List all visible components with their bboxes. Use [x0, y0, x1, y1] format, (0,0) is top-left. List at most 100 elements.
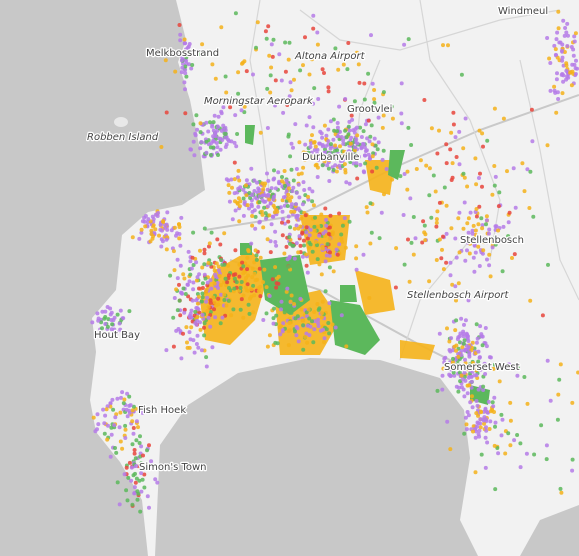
- dot: [376, 140, 381, 145]
- dot: [330, 232, 335, 237]
- dot: [273, 78, 278, 83]
- dot: [554, 110, 559, 115]
- dot: [290, 189, 295, 194]
- dot: [411, 215, 416, 219]
- dot: [357, 80, 362, 85]
- dot: [202, 333, 207, 338]
- dot: [458, 331, 463, 336]
- dot: [287, 328, 292, 333]
- dot: [224, 90, 229, 95]
- dot: [191, 287, 196, 292]
- dot: [574, 58, 578, 63]
- dot: [235, 175, 240, 180]
- dot: [266, 192, 271, 197]
- dot: [515, 433, 520, 437]
- dot: [345, 67, 350, 72]
- dot: [221, 105, 226, 110]
- dot: [288, 80, 293, 85]
- dot: [286, 132, 291, 137]
- dot: [450, 161, 455, 166]
- dot: [347, 119, 352, 124]
- dot: [203, 276, 208, 281]
- dot: [479, 332, 484, 337]
- dot: [453, 135, 458, 140]
- place-label: Durbanville: [302, 152, 359, 163]
- dot: [108, 454, 113, 459]
- dot: [222, 298, 227, 302]
- dot: [251, 310, 256, 315]
- dot: [223, 135, 228, 140]
- dot: [273, 103, 277, 108]
- dot: [488, 239, 493, 244]
- dot: [414, 167, 419, 171]
- dot: [480, 343, 485, 348]
- dot: [337, 104, 342, 109]
- dot: [300, 202, 305, 207]
- dot: [177, 23, 182, 27]
- dot: [183, 67, 188, 72]
- dot: [450, 282, 455, 287]
- dot: [382, 192, 386, 197]
- dot: [113, 446, 117, 450]
- dot: [347, 219, 352, 224]
- dot: [278, 332, 283, 337]
- dot: [444, 231, 449, 236]
- dot: [216, 268, 221, 273]
- dot: [271, 194, 276, 199]
- dot: [339, 232, 344, 237]
- dot: [556, 9, 561, 14]
- dot: [468, 210, 473, 215]
- dot: [354, 244, 359, 249]
- dot: [212, 307, 216, 312]
- dot: [115, 330, 120, 335]
- dot: [380, 157, 385, 162]
- dot: [234, 144, 239, 149]
- dot: [180, 65, 185, 70]
- dot: [464, 331, 469, 336]
- dot: [512, 252, 517, 257]
- dot: [457, 129, 462, 134]
- dot: [476, 413, 480, 418]
- dot: [110, 322, 115, 327]
- dot: [301, 238, 306, 243]
- dot: [134, 419, 139, 424]
- dot: [100, 309, 105, 314]
- dot: [249, 202, 254, 207]
- dot: [327, 236, 332, 241]
- dot: [117, 321, 122, 326]
- dot: [304, 252, 309, 257]
- dot: [466, 339, 471, 343]
- dot: [518, 465, 523, 470]
- dot: [304, 225, 309, 230]
- dot: [271, 177, 276, 182]
- dot: [335, 121, 340, 125]
- dot: [185, 345, 190, 350]
- dot: [160, 228, 164, 233]
- dot: [304, 230, 309, 235]
- dot: [289, 167, 294, 172]
- dot: [244, 183, 248, 188]
- dot: [232, 276, 237, 281]
- dot: [556, 392, 561, 397]
- dot: [131, 431, 136, 436]
- dot: [464, 427, 469, 432]
- dot: [159, 145, 164, 149]
- dot: [182, 310, 187, 315]
- dot: [171, 315, 176, 320]
- dot: [269, 65, 274, 70]
- dot: [463, 361, 468, 366]
- dot: [547, 56, 552, 61]
- dot: [178, 32, 183, 37]
- dot: [175, 257, 180, 262]
- dot: [197, 310, 202, 315]
- dot: [293, 316, 298, 321]
- dot: [492, 362, 497, 367]
- dot: [306, 307, 311, 312]
- dot: [556, 97, 561, 101]
- dot: [158, 222, 163, 227]
- dot: [274, 281, 279, 286]
- dot: [307, 72, 312, 77]
- dot: [199, 299, 204, 304]
- dot: [321, 231, 326, 236]
- dot: [206, 261, 211, 265]
